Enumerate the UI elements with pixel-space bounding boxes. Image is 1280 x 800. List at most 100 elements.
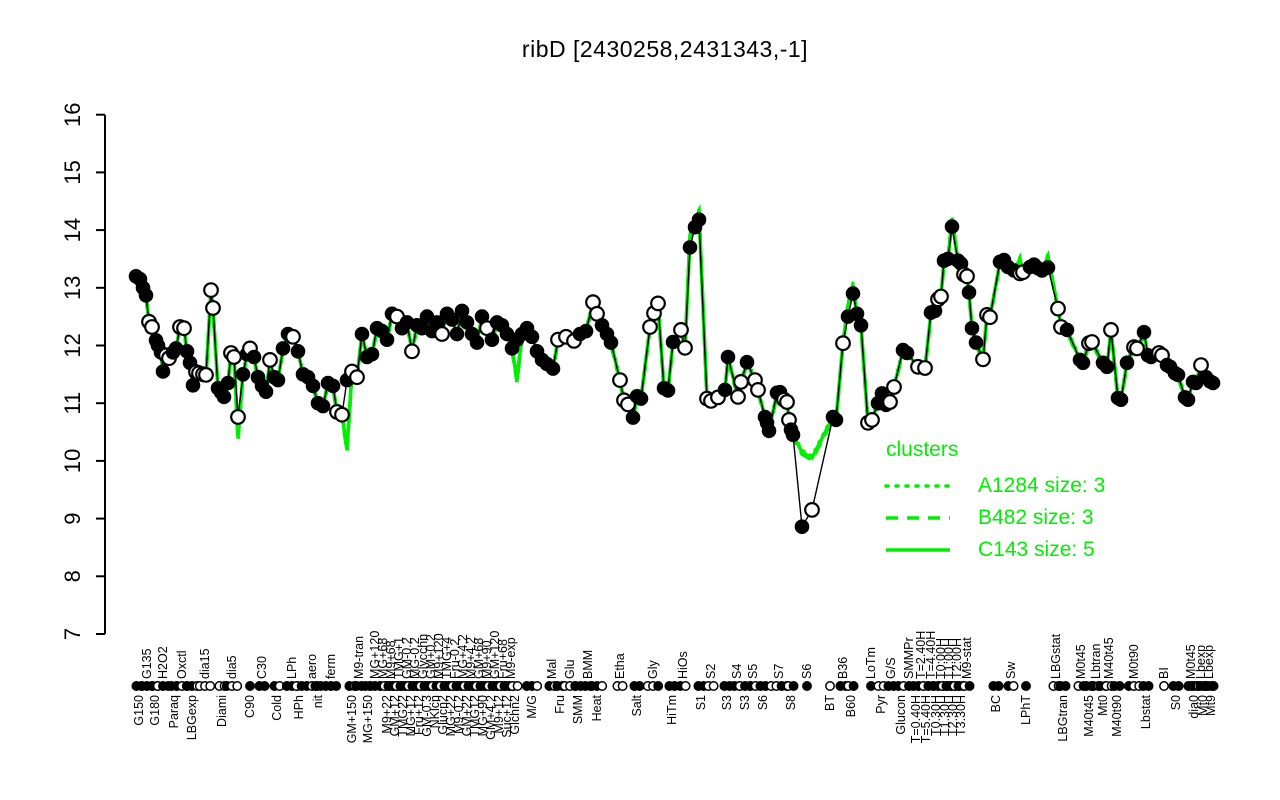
data-point-filled — [1136, 324, 1152, 340]
y-tick-label: 7 — [60, 628, 85, 640]
data-point-open — [933, 288, 949, 305]
x-condition-label: S6 — [756, 695, 770, 710]
data-point-open — [176, 320, 192, 337]
x-condition-label: M9+4.2 — [464, 637, 478, 679]
x-condition-label: S5 — [746, 664, 760, 679]
x-condition-label: Cold — [270, 695, 284, 721]
x-condition-label: dia5 — [225, 655, 239, 679]
y-tick-label: 8 — [60, 570, 85, 582]
x-condition-label: C30 — [255, 656, 269, 679]
data-point-filled — [845, 286, 861, 301]
data-point-filled — [379, 332, 395, 348]
x-condition-label: LPh — [285, 657, 299, 679]
x-condition-label: Fru+68 — [496, 639, 510, 679]
data-point-filled — [1180, 392, 1196, 408]
y-tick-label: 13 — [60, 276, 85, 300]
data-point-filled — [1075, 355, 1091, 371]
data-point-open — [673, 322, 689, 338]
data-point-filled — [524, 329, 540, 345]
data-point-open — [1084, 334, 1100, 350]
data-point-filled — [220, 375, 236, 391]
strip-dot-open — [532, 681, 543, 691]
x-condition-label: TMG+4 — [440, 637, 454, 679]
x-condition-label: M40t45 — [1102, 637, 1116, 679]
x-condition-label: T0.30H — [929, 695, 943, 736]
x-condition-label: C90 — [243, 695, 257, 718]
data-point-open — [226, 349, 242, 365]
strip-dot-filled — [634, 681, 645, 691]
x-condition-label: Mt9 — [1204, 695, 1218, 716]
x-condition-label: S4 — [730, 664, 744, 679]
x-condition-label: M9+120 — [432, 633, 446, 679]
legend-title: clusters — [886, 438, 959, 461]
x-condition-label: H2O2 — [156, 646, 170, 679]
x-condition-label: B36 — [836, 657, 850, 679]
y-tick-label: 16 — [60, 102, 85, 126]
x-condition-label: Etha — [613, 653, 627, 679]
data-point-open — [1129, 340, 1145, 357]
x-condition-label: TMG12 — [468, 695, 482, 737]
data-point-open — [642, 319, 658, 335]
x-condition-label: HiOs — [676, 651, 690, 679]
data-point-open — [733, 374, 749, 390]
data-point-filled — [603, 335, 619, 350]
x-condition-label: M9+12 — [492, 695, 506, 734]
data-point-open — [975, 351, 991, 368]
x-condition-label: T=5.40H — [919, 695, 933, 743]
x-condition-label: GM+120 — [488, 631, 502, 679]
data-point-open — [882, 394, 898, 410]
data-point-filled — [258, 384, 274, 400]
x-condition-label: Fru — [553, 695, 567, 714]
x-condition-label: Suc+12 — [500, 695, 514, 738]
y-tick-label: 11 — [60, 392, 85, 415]
strip-dot-open — [680, 681, 691, 691]
x-condition-label: nit — [311, 694, 325, 708]
x-condition-label: T0:00H — [934, 638, 948, 679]
strip-dot-open — [232, 681, 243, 691]
x-condition-label: LPhT — [1019, 695, 1033, 725]
x-condition-label: dia15 — [198, 648, 212, 679]
data-point-filled — [364, 346, 380, 362]
data-point-open — [886, 379, 902, 395]
data-point-filled — [682, 240, 698, 255]
x-condition-label: MG+12 — [404, 695, 418, 736]
data-point-filled — [275, 341, 291, 356]
strip-dot-open — [512, 681, 523, 691]
x-condition-label: LBGexp — [185, 695, 199, 740]
data-point-open — [1050, 300, 1066, 317]
strip-dot-filled — [993, 681, 1004, 691]
x-condition-label: SMMPr — [902, 637, 916, 679]
strip-dot-filled — [1173, 681, 1184, 691]
data-point-filled — [691, 212, 707, 227]
legend-entry-label: B482 size: 3 — [978, 506, 1094, 529]
data-point-filled — [545, 361, 561, 376]
x-condition-label: LoTm — [864, 647, 878, 679]
x-condition-label: Heat — [590, 694, 604, 721]
x-condition-label: S3 — [720, 695, 734, 710]
data-point-open — [198, 367, 214, 383]
x-condition-label: MG+120 — [368, 631, 382, 679]
data-point-open — [677, 339, 693, 356]
data-point-filled — [720, 349, 736, 365]
strip-dot-filled — [1060, 681, 1071, 691]
x-condition-label: Paraq — [167, 695, 181, 728]
data-point-filled — [944, 219, 960, 234]
strip-dot-open — [205, 681, 216, 691]
x-condition-label: T1:00H — [942, 638, 956, 679]
x-condition-label: M9-exp — [504, 637, 518, 679]
x-condition-label: LBGtran — [1056, 695, 1070, 742]
x-condition-label: GM-0.2 — [400, 637, 414, 679]
x-condition-label: LBGstat — [1049, 633, 1063, 679]
x-condition-label: aero — [305, 654, 319, 679]
data-point-filled — [216, 389, 232, 405]
data-point-filled — [961, 285, 977, 300]
data-point-filled — [305, 378, 321, 394]
strip-dot-filled — [259, 681, 270, 691]
strip-dot-filled — [331, 681, 342, 691]
x-condition-label: Lbtran — [1089, 644, 1103, 679]
dashed-line-sample-icon — [886, 516, 950, 520]
x-condition-label: Gly — [646, 660, 660, 680]
x-condition-label: S7 — [772, 664, 786, 679]
data-point-filled — [155, 364, 171, 379]
